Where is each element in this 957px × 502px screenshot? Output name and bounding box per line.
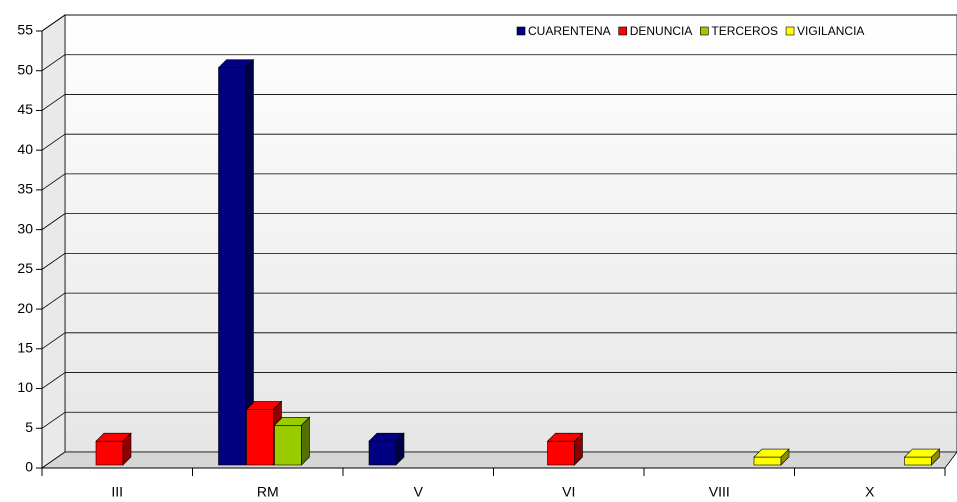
x-tick-label: III [111, 484, 123, 500]
bar [217, 59, 255, 466]
grid-line [41, 332, 66, 350]
floor [40, 451, 957, 469]
bar-front [246, 409, 274, 466]
bar [95, 432, 132, 466]
legend-label: TERCEROS [711, 24, 778, 38]
bar-front [368, 440, 397, 466]
bar-side [395, 432, 405, 466]
legend-label: VIGILANCIA [797, 24, 864, 38]
legend-label: DENUNCIA [630, 24, 693, 38]
side-wall [41, 14, 66, 469]
bar-front [274, 424, 302, 466]
y-tick-label: 10 [17, 379, 33, 395]
bar-side [931, 448, 940, 466]
legend-label: CUARENTENA [528, 24, 611, 38]
y-tick-label: 25 [17, 260, 33, 276]
grid-line [41, 173, 66, 191]
y-tick-label: 35 [17, 181, 33, 197]
y-tick-label: 40 [17, 141, 33, 157]
y-tick-label: 20 [17, 300, 33, 316]
grid-line [41, 94, 66, 111]
legend-swatch [700, 26, 709, 36]
legend-swatch [516, 26, 526, 36]
bar [273, 416, 311, 466]
bar-front [95, 440, 124, 466]
bar [546, 432, 584, 466]
bar-side-shade [396, 433, 404, 465]
y-tick-label: 15 [17, 340, 33, 356]
bar-front [904, 456, 932, 466]
bar-side [122, 432, 132, 466]
bar-side-shade [301, 417, 310, 465]
bar-side-shade [245, 59, 254, 466]
grid-line [41, 133, 66, 151]
y-tick-label: 45 [17, 101, 33, 117]
bar-side-shade [781, 449, 789, 465]
bar-side [301, 416, 310, 466]
grid-line [41, 213, 66, 230]
bar-front [753, 456, 782, 466]
bar-side [780, 448, 790, 466]
grid-line [41, 54, 66, 72]
grid-line [41, 292, 66, 310]
bar-side [574, 432, 583, 466]
grid-line [41, 253, 66, 270]
grid-line [41, 411, 66, 429]
grid-line [41, 372, 66, 389]
y-tick-label: 5 [25, 419, 33, 435]
legend-swatch [618, 26, 627, 36]
y-tick-label: 55 [17, 22, 33, 38]
back-wall [64, 14, 957, 453]
bar [753, 448, 790, 466]
bar-side-shade [931, 449, 940, 465]
y-tick-label: 30 [17, 220, 33, 236]
x-tick-label: V [414, 484, 424, 500]
legend-swatch [785, 26, 795, 36]
y-tick-label: 50 [17, 61, 33, 77]
x-tick-label: X [865, 484, 875, 500]
x-tick-label: VIII [709, 484, 730, 500]
bar-side-shade [574, 433, 583, 465]
bar-front [547, 440, 575, 466]
x-tick-label: VI [562, 484, 575, 500]
bar [368, 432, 405, 466]
bar-front [218, 67, 246, 466]
y-tick-label: 0 [25, 459, 33, 475]
bar [903, 448, 941, 466]
bar-side-shade [123, 433, 131, 465]
grid-line [41, 14, 66, 32]
x-tick-label: RM [257, 484, 279, 500]
